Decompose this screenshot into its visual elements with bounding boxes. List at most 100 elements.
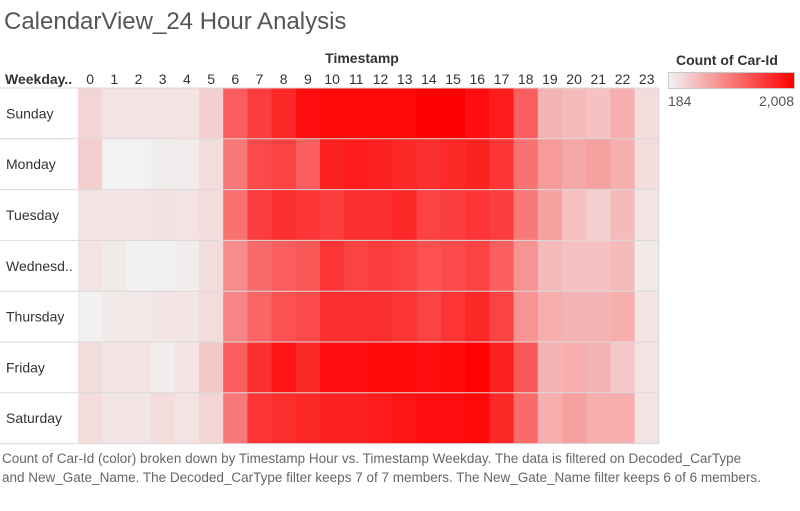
heatmap-cell [489,240,514,292]
heatmap-cell [223,88,248,140]
x-tick-label: 2 [135,71,143,87]
heatmap-cell [223,342,248,394]
heatmap-cell [344,291,369,343]
heatmap-cell [223,291,248,343]
heatmap-cell [368,240,393,292]
x-tick-label: 1 [110,71,118,87]
heatmap-cell [392,88,418,140]
heatmap-cell [416,189,442,241]
heatmap-cell [247,138,272,190]
heatmap-chart: Timestamp Weekday.. 0 1 2 3 4 5 6 7 8 9 10 11 12 13 14… [0,50,660,445]
heatmap-cell [562,240,587,292]
heatmap-cell [320,88,345,140]
heatmap-cell [126,88,151,140]
heatmap-cell [199,291,224,343]
heatmap-cell [320,342,345,394]
heatmap-cell [247,189,272,241]
x-tick-label: 3 [159,71,167,87]
heatmap-cell [392,240,418,292]
heatmap-cell [102,291,127,343]
heatmap-cell [610,392,635,444]
heatmap-cell [368,88,393,140]
page-title: CalendarView_24 Hour Analysis [4,8,347,35]
heatmap-cell [344,138,369,190]
heatmap-cell [537,291,563,343]
heatmap-cell [223,240,248,292]
x-axis-title: Timestamp [325,50,399,66]
heatmap-cell [78,88,103,140]
x-tick-label: 7 [256,71,264,87]
heatmap-cell [634,138,660,190]
y-axis-header: Weekday.. [5,71,72,87]
heatmap-cells [78,88,660,444]
heatmap-cell [271,240,297,292]
heatmap-cell [489,189,514,241]
x-tick-label: 0 [86,71,94,87]
heatmap-cell [586,240,611,292]
heatmap-cell [416,392,442,444]
heatmap-cell [562,342,587,394]
heatmap-cell [247,291,272,343]
heatmap-cell [368,392,393,444]
x-tick-label: 15 [445,71,461,87]
heatmap-cell [102,189,127,241]
heatmap-cell [150,392,176,444]
x-tick-label: 18 [518,71,534,87]
heatmap-cell [513,189,539,241]
heatmap-cell [320,240,345,292]
heatmap-cell [610,291,635,343]
x-tick-label: 17 [494,71,510,87]
heatmap-cell [416,240,442,292]
heatmap-cell [465,240,490,292]
x-tick-label: 22 [615,71,631,87]
heatmap-cell [247,392,272,444]
heatmap-cell [344,342,369,394]
heatmap-cell [344,392,369,444]
heatmap-cell [199,392,224,444]
x-tick-label: 9 [304,71,312,87]
heatmap-cell [441,189,466,241]
heatmap-cell [634,88,660,140]
y-tick-labels: Sunday Monday Tuesday Wednesd.. Thursday Frid… [6,105,73,426]
heatmap-cell [78,240,103,292]
heatmap-cell [344,88,369,140]
y-tick-label: Tuesday [6,207,59,223]
heatmap-cell [610,240,635,292]
heatmap-cell [271,138,297,190]
heatmap-cell [586,342,611,394]
heatmap-cell [392,138,418,190]
heatmap-cell [295,392,321,444]
heatmap-cell [174,240,200,292]
heatmap-cell [247,88,272,140]
y-tick-label: Wednesd.. [6,258,73,274]
x-tick-label: 5 [207,71,215,87]
heatmap-cell [513,291,539,343]
heatmap-cell [271,189,297,241]
heatmap-cell [126,189,151,241]
heatmap-cell [78,392,103,444]
chart-caption: Count of Car-Id (color) broken down by T… [2,451,761,485]
heatmap-cell [489,392,514,444]
heatmap-cell [102,342,127,394]
heatmap-cell [126,342,151,394]
heatmap-cell [78,342,103,394]
heatmap-cell [174,88,200,140]
x-tick-label: 11 [349,71,364,87]
heatmap-cell [392,342,418,394]
x-tick-label: 19 [542,71,558,87]
heatmap-cell [271,342,297,394]
heatmap-cell [247,342,272,394]
heatmap-cell [489,88,514,140]
heatmap-cell [416,138,442,190]
heatmap-cell [174,138,200,190]
heatmap-cell [78,138,103,190]
heatmap-cell [537,138,563,190]
x-tick-label: 21 [591,71,607,87]
heatmap-cell [199,240,224,292]
heatmap-cell [610,189,635,241]
heatmap-cell [513,88,539,140]
heatmap-cell [126,240,151,292]
heatmap-cell [634,189,660,241]
heatmap-cell [126,291,151,343]
heatmap-cell [126,138,151,190]
